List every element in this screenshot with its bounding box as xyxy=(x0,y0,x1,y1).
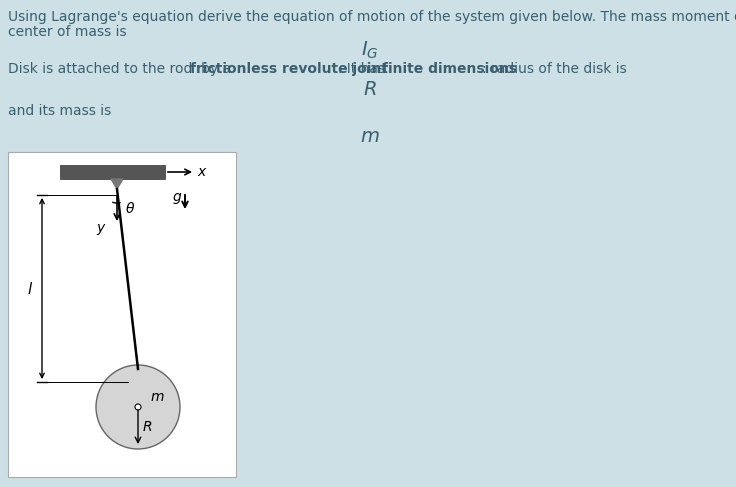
FancyBboxPatch shape xyxy=(8,152,236,477)
Text: $R$: $R$ xyxy=(142,420,152,434)
Text: $x$: $x$ xyxy=(197,165,208,179)
Text: and its mass is: and its mass is xyxy=(8,104,111,118)
Circle shape xyxy=(135,404,141,410)
Text: frictionless revolute joint: frictionless revolute joint xyxy=(190,62,388,76)
Text: $I_G$: $I_G$ xyxy=(361,40,379,61)
Text: Using Lagrange's equation derive the equation of motion of the system given belo: Using Lagrange's equation derive the equ… xyxy=(8,10,736,24)
Text: : radius of the disk is: : radius of the disk is xyxy=(482,62,627,76)
Text: finite dimensions: finite dimensions xyxy=(382,62,517,76)
Text: $m$: $m$ xyxy=(150,390,165,404)
Text: $R$: $R$ xyxy=(363,80,377,99)
Text: center of mass is: center of mass is xyxy=(8,25,127,39)
Text: . It has: . It has xyxy=(338,62,389,76)
Text: $g$: $g$ xyxy=(172,190,183,206)
Circle shape xyxy=(96,365,180,449)
Polygon shape xyxy=(111,179,123,189)
Text: $y$: $y$ xyxy=(96,222,107,237)
Text: $\theta$: $\theta$ xyxy=(125,201,135,216)
Text: $m$: $m$ xyxy=(360,127,380,146)
Bar xyxy=(60,165,165,179)
Text: Disk is attached to the rod  by a: Disk is attached to the rod by a xyxy=(8,62,236,76)
Text: $l$: $l$ xyxy=(27,281,33,297)
